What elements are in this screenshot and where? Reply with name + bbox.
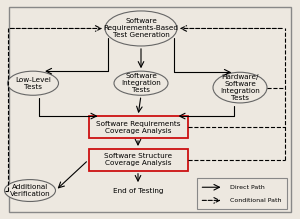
Text: Additional
Verification: Additional Verification [10, 184, 50, 197]
Text: Software
Requirements-Based
Test Generation: Software Requirements-Based Test Generat… [103, 18, 178, 39]
Text: Low-Level
Tests: Low-Level Tests [15, 77, 51, 90]
Ellipse shape [8, 71, 59, 95]
Ellipse shape [4, 180, 55, 201]
FancyBboxPatch shape [88, 149, 188, 171]
Text: End of Testing: End of Testing [113, 187, 163, 194]
FancyBboxPatch shape [196, 178, 286, 209]
Text: Software
Integration
Tests: Software Integration Tests [121, 73, 161, 93]
Text: Software Requirements
Coverage Analysis: Software Requirements Coverage Analysis [96, 120, 180, 134]
Ellipse shape [105, 11, 177, 46]
Ellipse shape [114, 71, 168, 95]
Text: Software Structure
Coverage Analysis: Software Structure Coverage Analysis [104, 153, 172, 166]
FancyBboxPatch shape [9, 7, 291, 212]
Text: Conditional Path: Conditional Path [230, 198, 281, 203]
Text: Hardware/
Software
Integration
Tests: Hardware/ Software Integration Tests [220, 74, 260, 101]
FancyBboxPatch shape [88, 116, 188, 138]
Text: Direct Path: Direct Path [230, 185, 264, 190]
Ellipse shape [213, 72, 267, 103]
